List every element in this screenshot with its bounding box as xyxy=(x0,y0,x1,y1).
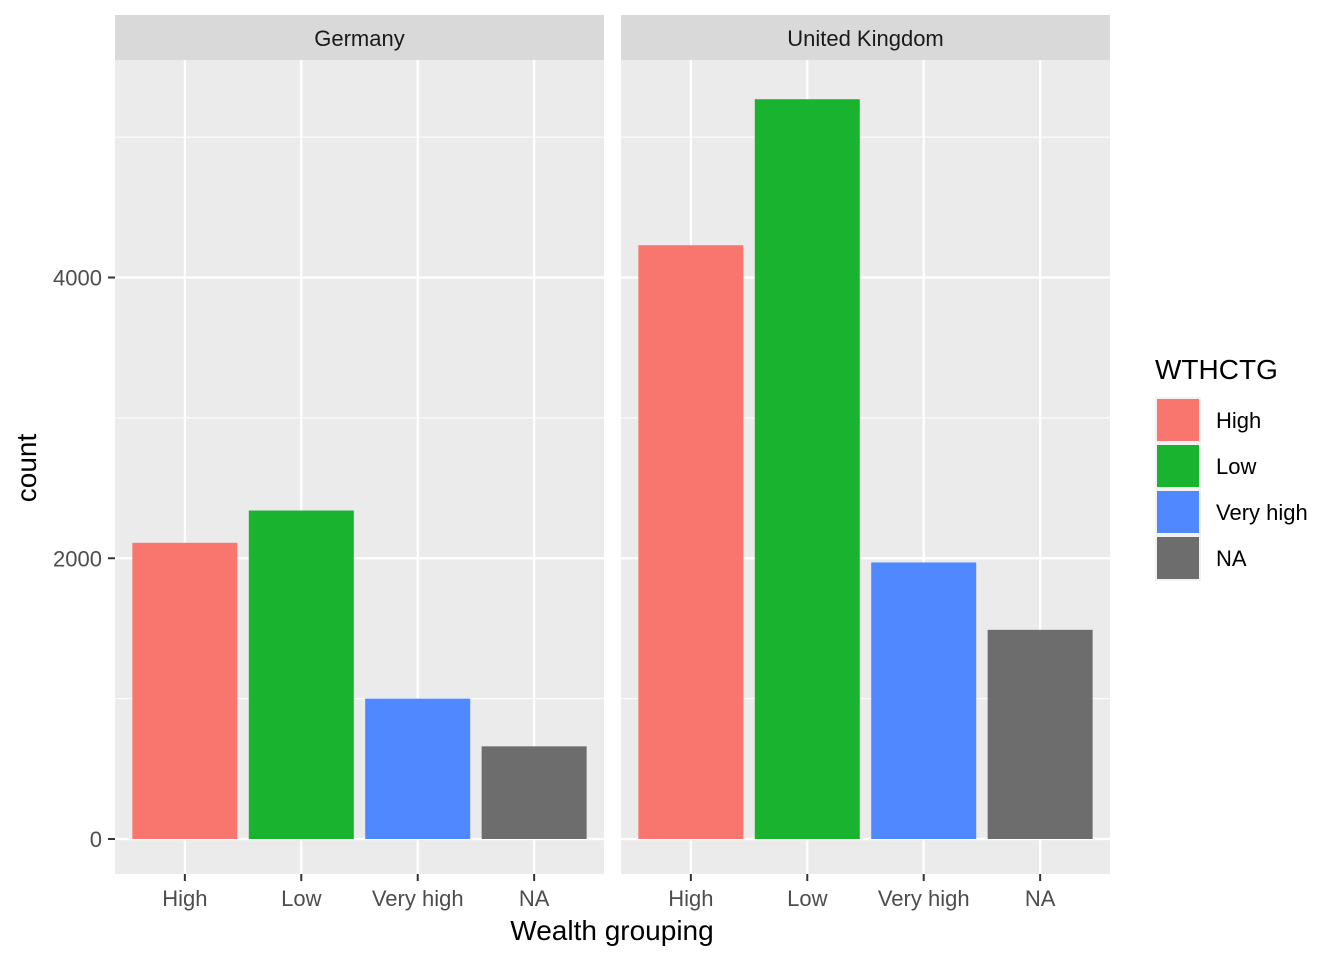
facet-strip-label: Germany xyxy=(314,26,404,51)
x-tick-label: High xyxy=(162,886,207,911)
bar-united-kingdom-low xyxy=(754,99,860,839)
legend-label: Low xyxy=(1216,454,1256,479)
legend-swatch xyxy=(1157,491,1199,533)
x-tick-label: Low xyxy=(281,886,321,911)
x-tick-label: High xyxy=(668,886,713,911)
facet-strip xyxy=(621,15,1110,60)
x-axis-title: Wealth grouping xyxy=(510,915,713,946)
legend-label: High xyxy=(1216,408,1261,433)
legend-item-very-high: Very high xyxy=(1155,489,1308,535)
legend-swatch xyxy=(1157,537,1199,579)
bar-united-kingdom-very-high xyxy=(871,562,977,839)
facet-strip xyxy=(115,15,604,60)
legend-title: WTHCTG xyxy=(1155,354,1278,385)
y-axis-title: count xyxy=(11,434,42,503)
facet-panel-united-kingdom: High Low Very high NA United Kingdom xyxy=(621,15,1110,911)
x-tick-label: NA xyxy=(1025,886,1056,911)
bar-germany-very-high xyxy=(365,698,471,839)
facet-panels: High Low Very high NA Germany High Low Very hig… xyxy=(115,15,1110,911)
bar-germany-na xyxy=(481,746,587,839)
legend-swatch xyxy=(1157,445,1199,487)
y-tick-label: 0 xyxy=(90,827,102,852)
x-tick-label: Very high xyxy=(878,886,970,911)
facet-strip-label: United Kingdom xyxy=(787,26,944,51)
bar-germany-high xyxy=(132,542,238,839)
legend-label: NA xyxy=(1216,546,1247,571)
x-tick-label: NA xyxy=(519,886,550,911)
legend-swatch xyxy=(1157,399,1199,441)
y-tick-label: 2000 xyxy=(53,546,102,571)
legend-item-low: Low xyxy=(1155,443,1256,489)
x-tick-label: Low xyxy=(787,886,827,911)
legend: WTHCTG High Low Very high NA xyxy=(1155,354,1308,581)
legend-label: Very high xyxy=(1216,500,1308,525)
legend-item-high: High xyxy=(1155,397,1261,443)
bar-united-kingdom-high xyxy=(638,245,744,839)
facet-panel-germany: High Low Very high NA Germany xyxy=(115,15,604,911)
y-tick-label: 4000 xyxy=(53,266,102,291)
bar-germany-low xyxy=(248,510,354,839)
x-tick-label: Very high xyxy=(372,886,464,911)
y-axis: 0 2000 4000 xyxy=(53,266,115,852)
legend-item-na: NA xyxy=(1155,535,1247,581)
bar-united-kingdom-na xyxy=(987,629,1093,839)
